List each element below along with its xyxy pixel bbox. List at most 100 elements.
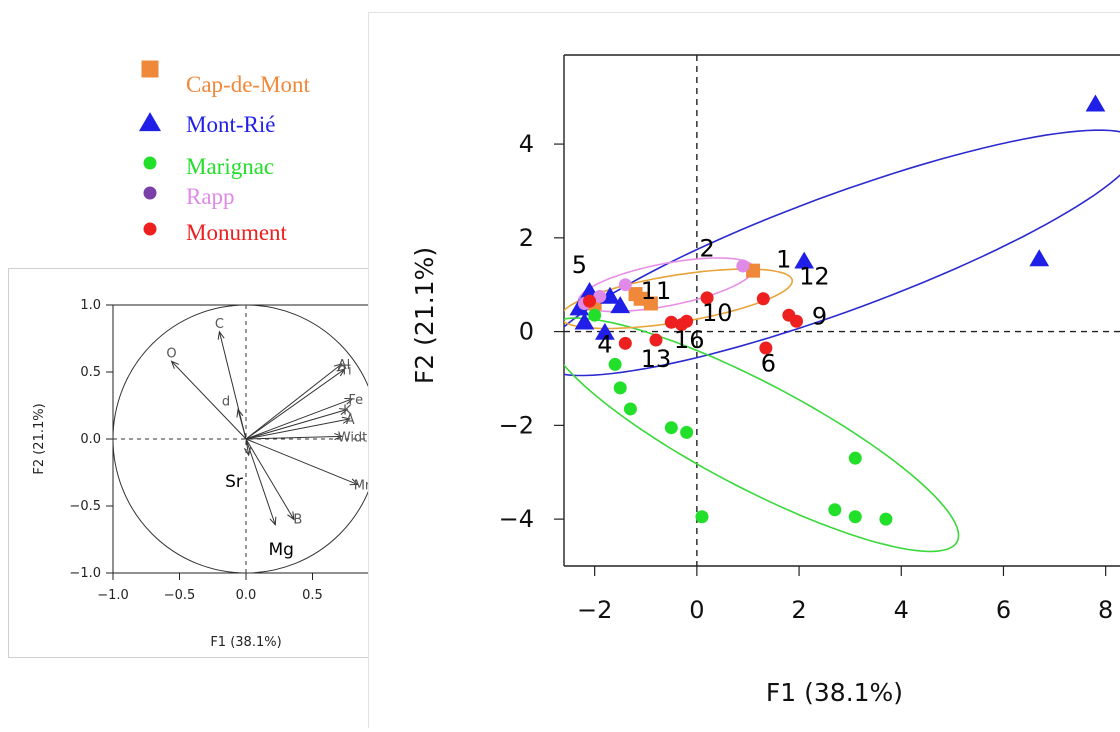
data-point bbox=[879, 512, 893, 526]
data-point bbox=[746, 263, 761, 278]
vector-arrow bbox=[245, 368, 345, 440]
vector-arrow bbox=[245, 363, 343, 440]
vector-label: K bbox=[343, 404, 352, 419]
data-point bbox=[848, 510, 862, 524]
vector-label: Mg bbox=[269, 540, 294, 560]
y-tick-label: 0.5 bbox=[80, 365, 101, 380]
square-icon bbox=[141, 60, 159, 78]
y-tick-label: 0 bbox=[519, 318, 534, 346]
arrow-head-icon bbox=[269, 516, 277, 526]
data-point bbox=[608, 357, 622, 371]
legend-item-rapp: Rapp bbox=[130, 184, 370, 210]
x-axis-label: F1 (38.1%) bbox=[766, 678, 903, 707]
x-tick-label: 4 bbox=[894, 596, 909, 624]
circle-icon bbox=[143, 222, 157, 236]
point-label: 13 bbox=[641, 345, 672, 373]
legend-item-mont-ri: Mont-Rié bbox=[130, 112, 370, 138]
y-tick-label: 1.0 bbox=[80, 298, 101, 313]
vector-label: Ti bbox=[339, 363, 351, 378]
series-monument bbox=[583, 291, 804, 355]
loading-vector-mg: Mg bbox=[245, 438, 294, 560]
legend-item-cap-de-mont: Cap-de-Mont bbox=[130, 60, 370, 97]
arrow-head-icon bbox=[344, 397, 354, 405]
arrow-head-icon bbox=[339, 408, 349, 415]
vector-arrow bbox=[245, 398, 353, 440]
point-label: 5 bbox=[572, 251, 587, 279]
vector-label: B bbox=[293, 512, 302, 527]
arrow-head-icon bbox=[236, 408, 244, 418]
point-label: 6 bbox=[761, 349, 776, 377]
vector-arrow bbox=[245, 438, 295, 520]
confidence-ellipse-marignac bbox=[564, 317, 960, 553]
arrow-head-icon bbox=[217, 330, 225, 340]
legend-label: Rapp bbox=[186, 184, 235, 209]
loading-vector-ti: Ti bbox=[245, 363, 352, 440]
data-point bbox=[595, 322, 615, 340]
loading-vector-k: K bbox=[245, 404, 352, 440]
x-tick-label: 0.0 bbox=[236, 588, 257, 603]
legend-marker bbox=[143, 156, 157, 170]
loading-vector-sr: Sr bbox=[225, 438, 252, 492]
point-label: 9 bbox=[812, 303, 827, 331]
data-point bbox=[664, 315, 678, 329]
point-label: 12 bbox=[799, 263, 830, 291]
legend-label: Marignac bbox=[186, 154, 275, 179]
point-label: 11 bbox=[641, 277, 672, 305]
point-label: 1 bbox=[776, 245, 791, 273]
y-tick-label: −1.0 bbox=[69, 566, 101, 581]
y-tick-label: 0.0 bbox=[80, 432, 101, 447]
loading-vector-o: O bbox=[166, 346, 247, 440]
y-tick-label: −2 bbox=[499, 411, 534, 439]
vector-label: C bbox=[215, 317, 224, 332]
point-label: 4 bbox=[597, 331, 612, 359]
vector-label: Sr bbox=[225, 472, 243, 492]
data-point bbox=[588, 308, 602, 322]
arrow-head-icon bbox=[341, 416, 352, 424]
legend-label: Mont-Rié bbox=[186, 112, 276, 137]
data-point bbox=[848, 451, 862, 465]
data-point bbox=[794, 251, 815, 269]
loading-vector-fe: Fe bbox=[245, 393, 363, 440]
legend-marker bbox=[138, 112, 162, 132]
confidence-ellipse-mont-ri bbox=[564, 129, 1120, 377]
data-point bbox=[613, 381, 627, 395]
y-axis-label: F2 (21.1%) bbox=[410, 247, 439, 384]
triangle-icon bbox=[138, 112, 162, 132]
x-tick-label: 8 bbox=[1098, 596, 1113, 624]
vector-arrow bbox=[245, 438, 358, 486]
x-axis-label: F1 (38.1%) bbox=[210, 635, 281, 650]
y-tick-label: −4 bbox=[499, 505, 534, 533]
x-tick-label: 2 bbox=[791, 596, 806, 624]
correlation-circle-chart: −1.0−0.50.00.51.01.00.50.0−0.5−1.0F1 (38… bbox=[32, 298, 389, 650]
data-point bbox=[756, 292, 770, 306]
vector-label: Al bbox=[338, 358, 351, 373]
confidence-ellipse-cap-de-mont bbox=[564, 268, 793, 330]
vector-label: Width bbox=[338, 430, 376, 445]
loading-vector-d: d bbox=[222, 395, 247, 440]
data-point bbox=[618, 278, 632, 292]
circle-icon bbox=[143, 156, 157, 170]
y-tick-label: 4 bbox=[519, 130, 534, 158]
x-tick-label: −0.5 bbox=[164, 588, 196, 603]
vector-arrow bbox=[245, 438, 276, 525]
data-point bbox=[1029, 249, 1050, 267]
loading-vector-a: A bbox=[245, 413, 355, 440]
correlation-circle-panel: −1.0−0.50.00.51.01.00.50.0−0.5−1.0F1 (38… bbox=[8, 268, 404, 658]
arrow-head-icon bbox=[170, 360, 180, 369]
legend-item-marignac: Marignac bbox=[130, 154, 370, 180]
data-point bbox=[675, 318, 689, 332]
data-point bbox=[828, 503, 842, 517]
data-point bbox=[700, 291, 714, 305]
vector-label: A bbox=[346, 413, 355, 428]
legend-marker bbox=[141, 60, 159, 78]
vector-arrow bbox=[245, 418, 350, 440]
data-point bbox=[736, 259, 750, 273]
legend-label: Cap-de-Mont bbox=[186, 72, 310, 97]
vector-arrow bbox=[245, 409, 348, 440]
vector-label: Fe bbox=[348, 393, 363, 408]
data-point bbox=[1085, 94, 1106, 112]
loading-vector-mn: Mn bbox=[245, 438, 373, 494]
arrow-head-icon bbox=[333, 363, 343, 372]
